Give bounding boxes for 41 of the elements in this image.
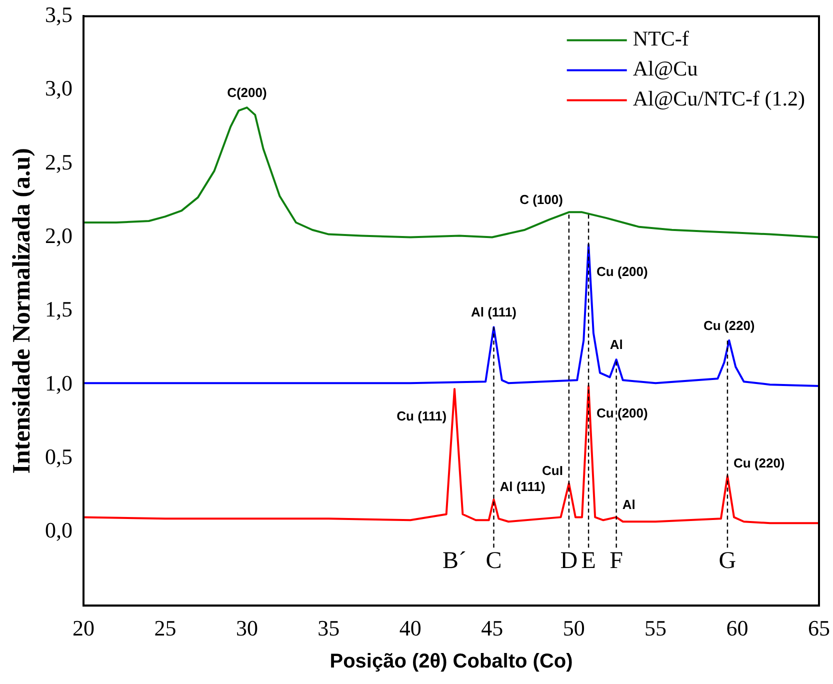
ref-line-label: G [718, 548, 736, 574]
annotation: Cu (111) [396, 408, 447, 424]
y-tick-label: 1,5 [45, 296, 72, 322]
annotation: Cu (220) [703, 318, 755, 333]
x-tick-label: 45 [481, 616, 504, 641]
annotation: C (100) [520, 192, 563, 207]
x-tick-label: 25 [154, 616, 176, 641]
y-axis-title: Intensidade Normalizada (a.u) [8, 148, 36, 474]
annotation: Al (111) [470, 304, 517, 320]
legend-label: Al@Cu/NTC-f (1.2) [632, 86, 806, 111]
x-tick-label: 35 [318, 616, 340, 641]
annotation: B´ [442, 548, 467, 574]
annotation: Cu (200) [596, 406, 648, 421]
ref-line-label: D [560, 548, 578, 574]
x-tick-label: 50 [562, 616, 585, 641]
x-axis-title: Posição (2θ) Cobalto (Co) [330, 650, 573, 673]
y-tick-label: 0,0 [45, 518, 72, 543]
annotation: Cu (200) [596, 264, 648, 280]
y-tick-label: 0,5 [45, 444, 72, 470]
y-tick-label: 2,5 [45, 149, 72, 174]
x-tick-label: 30 [236, 616, 258, 641]
x-tick-label: 20 [72, 616, 94, 641]
y-tick-label: 3,5 [45, 2, 72, 27]
x-tick-label: 60 [726, 616, 748, 641]
x-tick-label: 40 [399, 616, 422, 641]
y-tick-label: 1,0 [45, 370, 72, 396]
annotation: C(200) [227, 85, 267, 100]
x-tick-label: 55 [644, 616, 667, 641]
annotation: Al [610, 337, 623, 352]
annotation: Al (111) [500, 479, 546, 494]
annotation: CuI [542, 462, 563, 478]
y-tick-label: 2,0 [45, 223, 72, 248]
legend-label: Al@Cu [632, 56, 698, 81]
x-tick-label: 65 [808, 616, 830, 641]
legend-label: NTC-f [632, 26, 689, 51]
annotation: Al [622, 496, 636, 512]
ref-line-label: C [486, 548, 502, 574]
annotation: Cu (220) [733, 456, 785, 471]
y-tick-label: 3,0 [45, 76, 72, 101]
ref-line-label: E [581, 548, 596, 574]
ref-line-label: F [610, 548, 624, 574]
